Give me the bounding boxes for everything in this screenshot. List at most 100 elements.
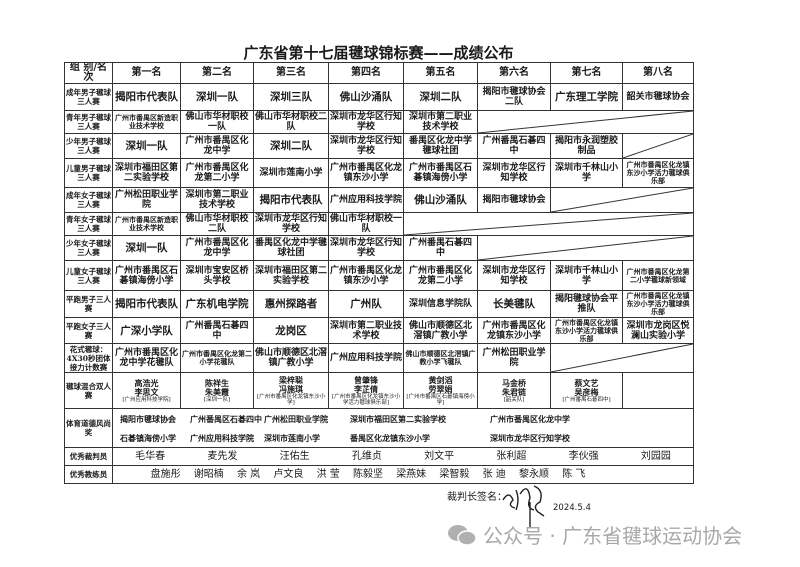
event-label: 平跑女子三人赛 bbox=[64, 317, 113, 344]
result-cell: 广州市番禺区化龙镇东沙小学活力毽球俱乐部 bbox=[622, 290, 694, 318]
result-row: 少年女子毽球三人赛 深圳一队 广州市番禺区化龙中学 番禺区化龙中学毽球社团 深圳市龙华区… bbox=[64, 235, 694, 261]
result-cell: 广州市番禺区化龙第二小学毽球新领域 bbox=[622, 260, 694, 291]
chief-referee-signature-label: 裁判长签名： bbox=[447, 492, 507, 503]
result-cell: 广州市番禺区化龙中学 bbox=[180, 235, 254, 261]
award-winner: 揭阳市毽球协会 bbox=[120, 414, 176, 424]
result-cell: 揭阳市毽球协会二队 bbox=[477, 83, 551, 111]
doubles-cell: 高浩光 李思文 [广州应用科技学院] bbox=[112, 372, 181, 409]
result-cell: 番禺区化龙中学毽球社团 bbox=[403, 133, 478, 159]
award-winner: 深圳市龙华区行知学校 bbox=[490, 433, 570, 443]
header-rank-4: 第四名 bbox=[328, 62, 404, 84]
result-row: 儿童女子毽球三人赛 广州市番禺区石碁镇海傍小学 深圳市宝安区桥头学校 深圳市福田区第二… bbox=[64, 260, 694, 291]
result-cell: 深圳市福田区第二实验学校 bbox=[112, 158, 181, 188]
person-name: 洪 莹 bbox=[316, 468, 340, 480]
result-cell: 深圳市千林山小学 bbox=[550, 260, 623, 291]
person-name: 孔维贞 bbox=[351, 450, 382, 462]
result-cell: 深圳市龙华区行知学校 bbox=[477, 260, 551, 291]
empty-slashed-cell bbox=[477, 110, 694, 134]
person-name: 余 岚 bbox=[237, 468, 261, 480]
person-name: 黎永顺 bbox=[518, 468, 549, 480]
result-cell: 广深小学队 bbox=[112, 317, 181, 344]
event-label: 毽球混合双人赛 bbox=[64, 372, 113, 409]
header-rank-2: 第二名 bbox=[180, 62, 254, 84]
team-name: [广州应用科技学院] bbox=[122, 396, 171, 403]
result-cell: 深圳二队 bbox=[253, 133, 329, 159]
empty-cell bbox=[622, 372, 694, 409]
diagonal-line bbox=[551, 344, 693, 372]
team-name: [深圳一队] bbox=[203, 396, 231, 403]
header-rank-1: 第一名 bbox=[112, 62, 181, 84]
result-row: 成年女子毽球三人赛 广州松田职业学院 深圳市第二职业技术学校 揭阳市代表队 广州应用科技… bbox=[64, 187, 694, 213]
header-rank-6: 第六名 bbox=[477, 62, 551, 84]
result-cell: 深圳二队 bbox=[403, 83, 478, 111]
person-name: 刘文平 bbox=[424, 450, 455, 462]
empty-slashed-cell bbox=[550, 343, 694, 373]
player-name: 黄剑滔 bbox=[428, 374, 453, 385]
result-cell: 广州应用科技学院 bbox=[328, 343, 404, 373]
header-rank-5: 第五名 bbox=[403, 62, 478, 84]
person-name: 陈 飞 bbox=[562, 468, 586, 480]
doubles-cell: 陈祥生 朱美霞 [深圳一队] bbox=[180, 372, 254, 409]
result-cell: 深圳市龙华区行知学校 bbox=[328, 235, 404, 261]
award-label: 优秀教练员 bbox=[64, 465, 113, 484]
result-cell: 龙岗区 bbox=[253, 317, 329, 344]
result-cell: 佛山沙涌队 bbox=[328, 83, 404, 111]
result-row: 儿童男子毽球三人赛 深圳市福田区第二实验学校 广州市番禺区化龙第二小学 深圳市莲南小学… bbox=[64, 158, 694, 188]
header-rank-8: 第八名 bbox=[622, 62, 694, 84]
player-name: 朱君链 bbox=[502, 386, 526, 397]
award-winner: 番禺区化龙镇东沙小学 bbox=[350, 433, 430, 443]
result-cell: 佛山沙涌队 bbox=[403, 187, 478, 213]
result-row: 青年男子毽球三人赛 广州市番禺区新造职业技术学校 佛山市华材职校一队 佛山市华材职校二… bbox=[64, 110, 694, 134]
diagonal-line bbox=[478, 236, 693, 260]
result-cell: 广州市番禺区新造职业技术学校 bbox=[112, 110, 181, 134]
result-cell: 揭阳毽球协会平推队 bbox=[550, 290, 623, 318]
player-name: 劳翠娟 bbox=[428, 383, 453, 394]
doubles-cell: 曾肇锋 李芷倩 [广州市番禺区化龙镇东沙小学活力毽球俱乐部] bbox=[328, 372, 404, 409]
result-cell: 佛山市顺德区北滘镇广教小学飞毽队 bbox=[403, 343, 478, 373]
doubles-row: 毽球混合双人赛 高浩光 李思文 [广州应用科技学院] 陈祥生 朱美霞 [深圳一队] 梁梓聪 冯施… bbox=[64, 372, 694, 409]
person-name: 梁燕妹 bbox=[396, 468, 427, 480]
award-winner: 广州应用科技学院 bbox=[190, 433, 254, 443]
result-cell: 佛山市华材职校一队 bbox=[328, 212, 404, 236]
result-cell: 佛山市顺德区北滘镇广教小学 bbox=[253, 343, 329, 373]
result-cell: 揭阳市毽球协会 bbox=[477, 187, 551, 213]
result-cell: 深圳一队 bbox=[180, 83, 254, 111]
person-name: 谢昭楠 bbox=[193, 468, 224, 480]
result-row: 平跑女子三人赛 广深小学队 广州番禺石碁四中 龙岗区 深圳市第二职业技术学校 佛山市顺德区… bbox=[64, 317, 694, 344]
player-name: 曾肇锋 bbox=[354, 374, 378, 385]
player-name: 马金桥 bbox=[502, 377, 526, 388]
result-cell: 深圳市莲南小学 bbox=[253, 158, 329, 188]
result-cell: 韶关市毽球协会 bbox=[622, 83, 694, 111]
event-label: 平跑男子三人赛 bbox=[64, 290, 113, 318]
player-name: 高浩光 bbox=[134, 377, 159, 388]
event-label: 青年男子毽球三人赛 bbox=[64, 110, 113, 134]
result-cell: 广州市番禺区化龙中学 bbox=[180, 133, 254, 159]
award-winner: 广州市番禺区化龙中学 bbox=[490, 414, 570, 424]
result-cell: 广州番禺石碁四中 bbox=[180, 317, 254, 344]
person-name: 卢文良 bbox=[273, 468, 304, 480]
result-cell: 深圳市第二职业技术学校 bbox=[328, 317, 404, 344]
event-label: 儿童女子毽球三人赛 bbox=[64, 260, 113, 291]
result-cell: 深圳市龙华区行知学校 bbox=[253, 212, 329, 236]
team-name: [韶关队] bbox=[503, 396, 525, 403]
event-label: 成年男子毽球三人赛 bbox=[64, 83, 113, 111]
result-cell: 广州市番禺区石碁镇海傍小学 bbox=[112, 260, 181, 291]
result-cell: 深圳市宝安区桥头学校 bbox=[180, 260, 254, 291]
result-cell: 深圳市龙华区行知学校 bbox=[328, 133, 404, 159]
result-cell: 佛山市华材职校一队 bbox=[180, 110, 254, 134]
result-cell: 番禺区化龙中学毽球社团 bbox=[253, 235, 329, 261]
player-name: 梁梓聪 bbox=[279, 374, 303, 385]
doubles-cell: 马金桥 朱君链 [韶关队] bbox=[477, 372, 551, 409]
result-cell: 深圳市第二职业技术学校 bbox=[180, 187, 254, 213]
person-name: 陈毅坚 bbox=[352, 468, 383, 480]
sportsmanship-row: 体育道德风尚奖 揭阳市毽球协会 广州番禺区石碁四中 广州松田职业学院 深圳市福田区第二实… bbox=[64, 408, 694, 448]
team-name: [广州番禺石碁四中] bbox=[562, 396, 611, 403]
empty-slashed-cell bbox=[622, 133, 694, 159]
result-cell: 深圳三队 bbox=[253, 83, 329, 111]
signature bbox=[502, 485, 545, 528]
referees-row: 优秀裁判员 毛华春 麦先发 汪佑生 孔维贞 刘文平 张利超 李伙强 刘园园 bbox=[64, 447, 694, 466]
result-cell: 深圳一队 bbox=[112, 133, 181, 159]
result-cell: 广州松田职业学院 bbox=[112, 187, 181, 213]
header-rank-7: 第七名 bbox=[550, 62, 623, 84]
result-cell: 广州市番禺区化龙中学花毽队 bbox=[112, 343, 181, 373]
